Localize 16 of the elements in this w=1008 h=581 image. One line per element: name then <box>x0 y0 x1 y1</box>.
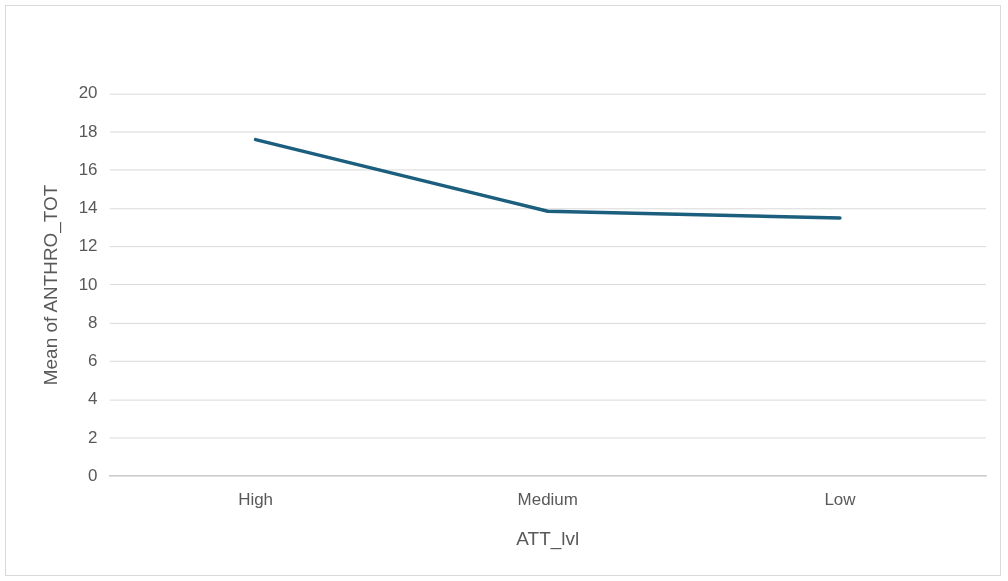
y-tick-label: 20 <box>78 83 98 103</box>
y-tick-label: 8 <box>88 312 98 332</box>
y-tick-label: 6 <box>88 351 98 371</box>
y-tick-label: 4 <box>88 389 98 409</box>
x-tick-label: Low <box>824 489 857 509</box>
x-tick-label: Medium <box>517 489 578 509</box>
y-tick-label: 0 <box>88 465 98 485</box>
y-axis-title: Mean of ANTHRO_TOT <box>39 184 62 386</box>
y-tick-label: 18 <box>78 121 98 141</box>
y-tick-label: 12 <box>78 236 98 256</box>
x-axis-title: ATT_lvl <box>516 527 580 550</box>
x-tick-label: High <box>238 489 274 509</box>
y-tick-label: 14 <box>78 198 98 218</box>
y-tick-label: 16 <box>78 159 98 179</box>
y-tick-label: 2 <box>88 427 98 447</box>
y-tick-label: 10 <box>78 274 98 294</box>
